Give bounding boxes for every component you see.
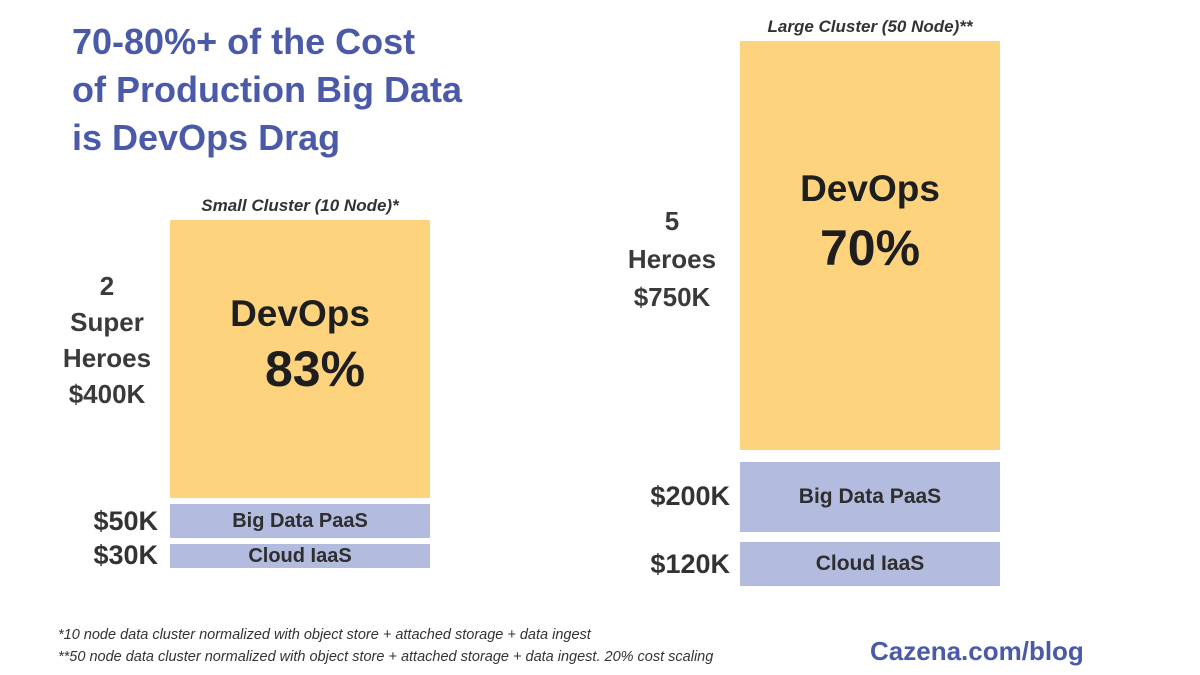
- large-paas-bar: Big Data PaaS: [740, 462, 1000, 532]
- small-devops-label-line-2: Super: [70, 307, 144, 337]
- footnote-small-cluster: *10 node data cluster normalized with ob…: [58, 627, 591, 643]
- title-line-3: is DevOps Drag: [72, 117, 341, 158]
- small-devops-percent: 83%: [264, 341, 366, 397]
- small-paas-value: $50K: [93, 506, 158, 536]
- large-cluster-label: Large Cluster (50 Node)**: [767, 17, 973, 36]
- large-devops-label-line-1: 5: [664, 206, 680, 236]
- large-devops-bar: DevOps 70%: [740, 41, 1000, 450]
- small-cluster-label: Small Cluster (10 Node)*: [201, 196, 399, 215]
- small-devops-label-line-3: Heroes: [62, 343, 152, 373]
- footnote-large-cluster: **50 node data cluster normalized with o…: [58, 649, 714, 665]
- large-devops-label-line-2: Heroes: [627, 244, 717, 274]
- small-iaas-value: $30K: [93, 540, 158, 570]
- title-line-2: of Production Big Data: [72, 69, 462, 110]
- chart-title: 70-80%+ of the Cost of Production Big Da…: [72, 18, 552, 162]
- small-devops-bar: DevOps 83%: [170, 220, 430, 498]
- large-devops-label-line-3: $750K: [633, 282, 711, 312]
- large-cluster-devops-label: 5 Heroes $750K: [612, 202, 732, 316]
- small-iaas-bar: Cloud IaaS: [170, 544, 430, 568]
- large-iaas-value: $120K: [650, 549, 730, 579]
- small-devops-label-line-1: 2: [99, 271, 115, 301]
- source-link[interactable]: Cazena.com/blog: [870, 636, 1084, 666]
- small-devops-label-line-4: $400K: [68, 379, 146, 409]
- small-devops-bar-label: DevOps: [230, 293, 370, 334]
- large-devops-percent: 70%: [819, 220, 921, 276]
- large-paas-value: $200K: [650, 481, 730, 511]
- large-iaas-bar: Cloud IaaS: [740, 542, 1000, 586]
- large-devops-bar-label: DevOps: [800, 168, 940, 209]
- small-cluster-devops-label: 2 Super Heroes $400K: [40, 268, 174, 412]
- title-line-1: 70-80%+ of the Cost: [72, 21, 416, 62]
- small-paas-bar: Big Data PaaS: [170, 504, 430, 538]
